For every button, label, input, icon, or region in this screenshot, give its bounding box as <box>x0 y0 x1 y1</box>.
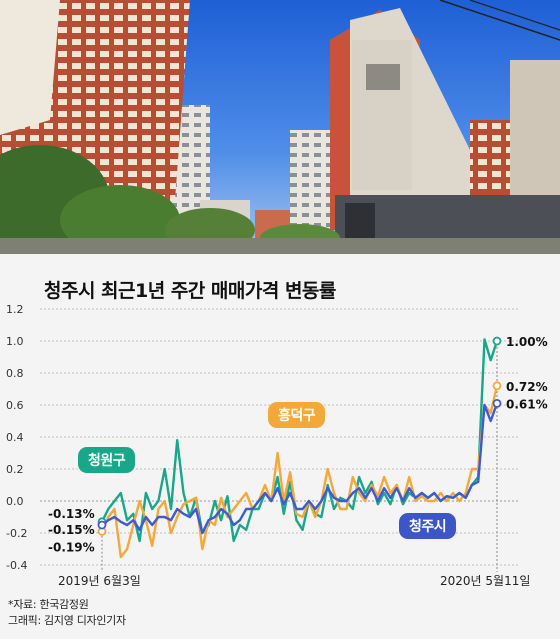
y-tick-label: 0.0 <box>6 495 24 508</box>
start-value-label: -0.19% <box>48 540 95 554</box>
series-label-heungdeok: 흥덕구 <box>268 402 326 428</box>
data-point <box>492 336 502 346</box>
end-value-label: 0.72% <box>506 380 548 394</box>
line-chart: -0.4 -0.2 0.0 0.2 0.4 0.6 0.8 1.0 1.2 -0.13% -0.15… <box>6 303 548 588</box>
data-point <box>97 520 107 530</box>
series-line-0 <box>100 338 499 543</box>
start-value-label: -0.13% <box>48 507 95 521</box>
end-value-label: 0.61% <box>506 397 548 411</box>
y-tick-label: -0.4 <box>6 559 27 572</box>
series-label-cheongju: 청주시 <box>399 513 457 539</box>
y-tick-label: 1.2 <box>6 303 24 316</box>
x-end-label: 2020년 5월11일 <box>440 574 530 588</box>
data-point <box>492 381 502 391</box>
chart-title: 청주시 최근1년 주간 매매가격 변동률 <box>44 280 336 302</box>
chart-background <box>0 254 560 639</box>
y-tick-label: -0.2 <box>6 527 27 540</box>
source-note: *자료: 한국감정원 <box>8 598 89 611</box>
y-tick-label: 1.0 <box>6 335 24 348</box>
series-line-2 <box>101 402 499 535</box>
y-tick-label: 0.4 <box>6 431 24 444</box>
x-start-label: 2019년 6월3일 <box>58 574 141 588</box>
y-tick-label: 0.6 <box>6 399 24 412</box>
credit-note: 그래픽: 김지영 디자인기자 <box>8 614 126 627</box>
y-tick-label: 0.8 <box>6 367 24 380</box>
series-line-1 <box>100 385 499 559</box>
y-tick-label: 0.2 <box>6 463 24 476</box>
end-value-label: 1.00% <box>506 335 548 349</box>
apartment-photo <box>0 0 560 254</box>
data-point <box>492 398 502 408</box>
start-value-label: -0.15% <box>48 523 95 537</box>
series-label-cheongwon: 청원구 <box>78 447 136 473</box>
